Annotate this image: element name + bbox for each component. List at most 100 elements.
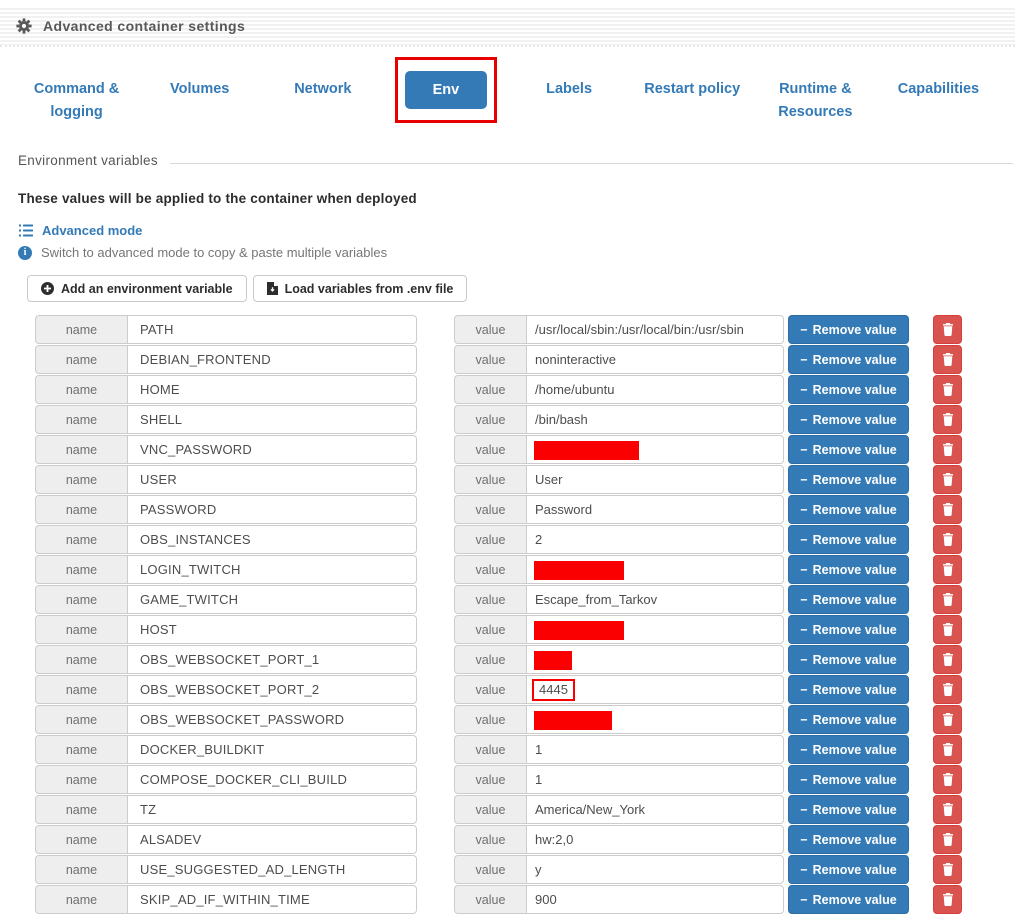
value-input[interactable]: /bin/bash (526, 405, 784, 434)
name-input[interactable]: VNC_PASSWORD (127, 435, 417, 464)
remove-value-button[interactable]: Remove value (788, 375, 909, 404)
remove-value-button[interactable]: Remove value (788, 525, 909, 554)
remove-value-button[interactable]: Remove value (788, 315, 909, 344)
value-input[interactable]: Escape_from_Tarkov (526, 585, 784, 614)
name-input[interactable]: COMPOSE_DOCKER_CLI_BUILD (127, 765, 417, 794)
advanced-mode-hint-row: Switch to advanced mode to copy & paste … (18, 245, 1015, 260)
tab-label[interactable]: Runtime & Resources (778, 81, 853, 121)
name-input[interactable]: PASSWORD (127, 495, 417, 524)
name-input[interactable]: USE_SUGGESTED_AD_LENGTH (127, 855, 417, 884)
remove-value-button[interactable]: Remove value (788, 645, 909, 674)
delete-variable-button[interactable] (933, 405, 962, 434)
delete-variable-button[interactable] (933, 435, 962, 464)
remove-value-button[interactable]: Remove value (788, 855, 909, 884)
remove-value-button[interactable]: Remove value (788, 585, 909, 614)
name-input[interactable]: SKIP_AD_IF_WITHIN_TIME (127, 885, 417, 914)
tab-label[interactable]: Restart policy (644, 81, 741, 97)
delete-variable-button[interactable] (933, 645, 962, 674)
remove-value-button[interactable]: Remove value (788, 345, 909, 374)
env-variable-row: name VNC_PASSWORD value Remove value (35, 435, 1015, 464)
delete-variable-button[interactable] (933, 705, 962, 734)
delete-variable-button[interactable] (933, 735, 962, 764)
name-input[interactable]: DOCKER_BUILDKIT (127, 735, 417, 764)
name-input[interactable]: LOGIN_TWITCH (127, 555, 417, 584)
value-input[interactable] (526, 435, 784, 464)
value-input[interactable]: User (526, 465, 784, 494)
value-input[interactable]: hw:2,0 (526, 825, 784, 854)
name-input[interactable]: OBS_WEBSOCKET_PORT_2 (127, 675, 417, 704)
delete-variable-button[interactable] (933, 345, 962, 374)
tab-label[interactable]: Command & logging (33, 81, 120, 121)
delete-variable-button[interactable] (933, 765, 962, 794)
delete-variable-button[interactable] (933, 525, 962, 554)
delete-variable-button[interactable] (933, 375, 962, 404)
name-input[interactable]: PATH (127, 315, 417, 344)
value-input[interactable] (526, 615, 784, 644)
name-input[interactable]: HOME (127, 375, 417, 404)
value-input[interactable]: America/New_York (526, 795, 784, 824)
remove-value-button[interactable]: Remove value (788, 435, 909, 464)
name-input[interactable]: USER (127, 465, 417, 494)
remove-value-button[interactable]: Remove value (788, 825, 909, 854)
name-input[interactable]: GAME_TWITCH (127, 585, 417, 614)
name-input[interactable]: OBS_WEBSOCKET_PORT_1 (127, 645, 417, 674)
load-env-file-button[interactable]: Load variables from .env file (252, 275, 468, 302)
delete-variable-button[interactable] (933, 795, 962, 824)
value-input[interactable] (526, 705, 784, 734)
active-tab-button[interactable]: Env (404, 71, 488, 109)
value-input[interactable]: /home/ubuntu (526, 375, 784, 404)
delete-variable-button[interactable] (933, 555, 962, 584)
value-input[interactable]: Password (526, 495, 784, 524)
delete-variable-button[interactable] (933, 315, 962, 344)
value-input[interactable]: 1 (526, 735, 784, 764)
name-input[interactable]: ALSADEV (127, 825, 417, 854)
delete-variable-button[interactable] (933, 585, 962, 614)
remove-value-button[interactable]: Remove value (788, 405, 909, 434)
value-input[interactable]: /usr/local/sbin:/usr/local/bin:/usr/sbin (526, 315, 784, 344)
value-addon-label: value (454, 615, 527, 644)
value-input[interactable]: 1 (526, 765, 784, 794)
delete-variable-button[interactable] (933, 615, 962, 644)
remove-value-button[interactable]: Remove value (788, 765, 909, 794)
tab-label[interactable]: Volumes (170, 81, 230, 97)
delete-variable-button[interactable] (933, 465, 962, 494)
remove-value-button[interactable]: Remove value (788, 885, 909, 914)
value-input[interactable] (526, 645, 784, 674)
tab-label[interactable]: Labels (546, 81, 593, 97)
advanced-mode-label[interactable]: Advanced mode (42, 223, 143, 238)
remove-value-button[interactable]: Remove value (788, 675, 909, 704)
advanced-mode-link[interactable]: Advanced mode (19, 223, 1015, 238)
delete-variable-button[interactable] (933, 855, 962, 884)
value-addon-label: value (454, 405, 527, 434)
delete-variable-button[interactable] (933, 675, 962, 704)
tab-command-logging: Command & logging (15, 55, 138, 124)
remove-value-button[interactable]: Remove value (788, 705, 909, 734)
tab-label[interactable]: Network (294, 81, 352, 97)
delete-variable-button[interactable] (933, 825, 962, 854)
remove-value-button[interactable]: Remove value (788, 465, 909, 494)
remove-value-button[interactable]: Remove value (788, 615, 909, 644)
delete-variable-button[interactable] (933, 495, 962, 524)
name-input[interactable]: OBS_WEBSOCKET_PASSWORD (127, 705, 417, 734)
column-gap (417, 435, 454, 464)
add-env-variable-button[interactable]: Add an environment variable (27, 275, 247, 302)
minus-icon (800, 683, 807, 697)
value-input[interactable] (526, 555, 784, 584)
value-input[interactable]: 2 (526, 525, 784, 554)
value-input[interactable]: y (526, 855, 784, 884)
remove-value-button[interactable]: Remove value (788, 795, 909, 824)
value-input[interactable]: 4445 (526, 675, 784, 704)
name-input[interactable]: DEBIAN_FRONTEND (127, 345, 417, 374)
name-input[interactable]: OBS_INSTANCES (127, 525, 417, 554)
name-input[interactable]: HOST (127, 615, 417, 644)
trash-icon (942, 413, 954, 426)
value-input[interactable]: 900 (526, 885, 784, 914)
tab-label[interactable]: Capabilities (897, 81, 980, 97)
remove-value-button[interactable]: Remove value (788, 555, 909, 584)
remove-value-button[interactable]: Remove value (788, 735, 909, 764)
trash-icon (942, 503, 954, 516)
remove-value-button[interactable]: Remove value (788, 495, 909, 524)
name-input[interactable]: TZ (127, 795, 417, 824)
value-input[interactable]: noninteractive (526, 345, 784, 374)
name-input[interactable]: SHELL (127, 405, 417, 434)
